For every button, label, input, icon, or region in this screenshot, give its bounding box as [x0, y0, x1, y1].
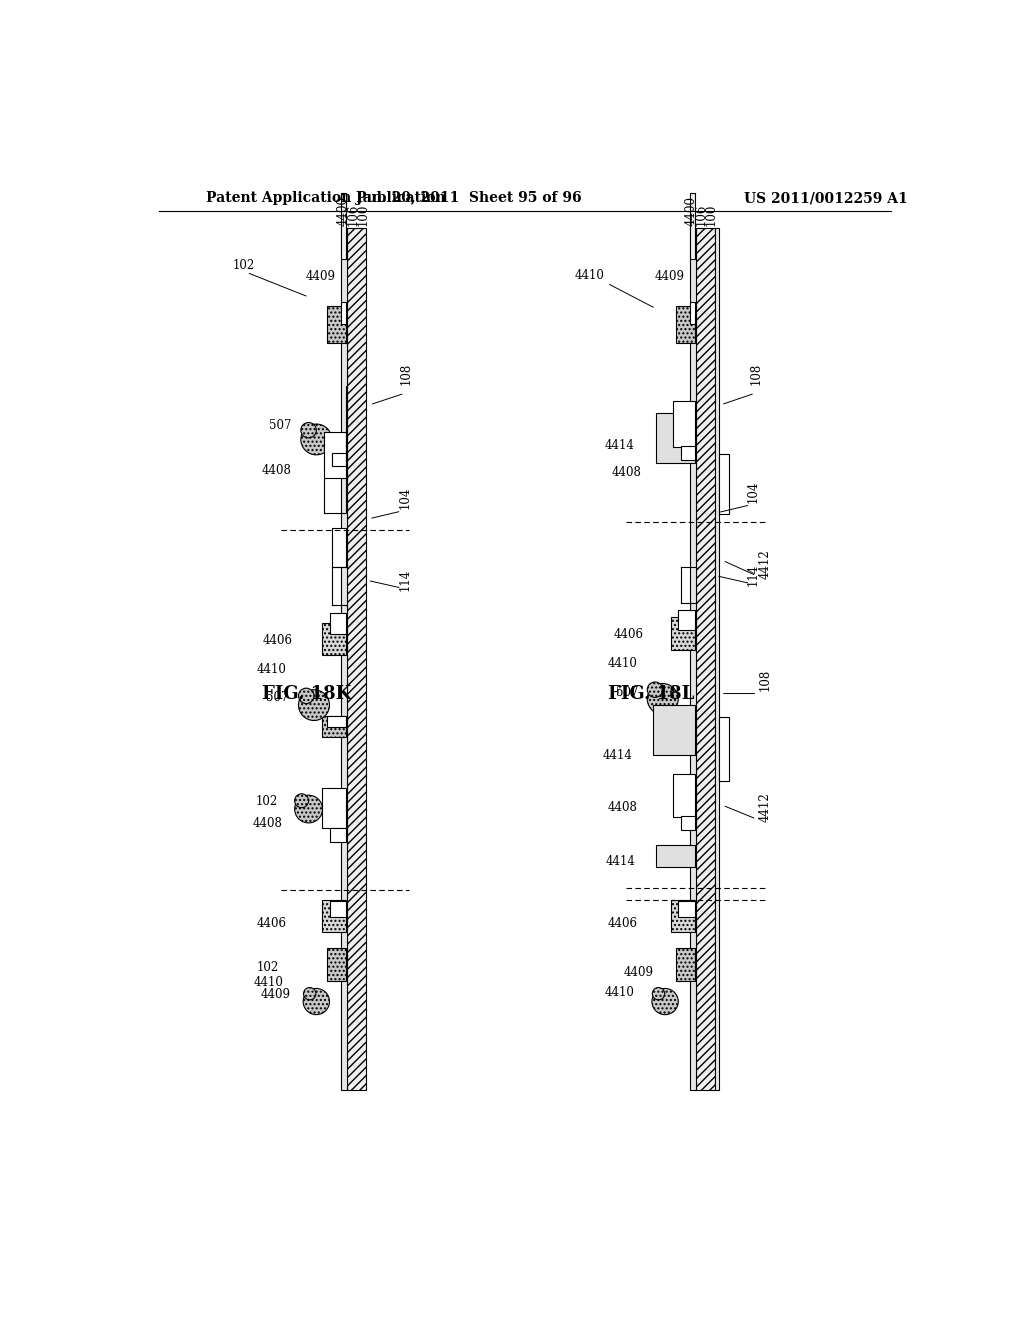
Bar — [690, 302, 694, 323]
Text: 4406: 4406 — [263, 634, 293, 647]
Bar — [655, 845, 694, 867]
Text: 507: 507 — [266, 692, 289, 705]
Bar — [330, 614, 346, 635]
Text: 102: 102 — [257, 961, 280, 974]
Text: 4408: 4408 — [612, 466, 642, 479]
Bar — [676, 949, 694, 981]
Text: 108: 108 — [399, 363, 413, 384]
Bar — [673, 401, 694, 447]
Bar — [676, 306, 694, 343]
Circle shape — [295, 793, 308, 808]
Text: 4406: 4406 — [607, 917, 637, 929]
Circle shape — [301, 424, 332, 455]
Text: 108: 108 — [750, 363, 763, 384]
Text: 4414: 4414 — [604, 440, 634, 453]
Text: 4410: 4410 — [257, 663, 287, 676]
Text: 106: 106 — [695, 203, 708, 226]
Text: 4414: 4414 — [603, 748, 633, 762]
Text: 106: 106 — [346, 203, 359, 226]
Bar — [328, 306, 346, 343]
Text: 114: 114 — [746, 564, 760, 586]
Bar — [690, 228, 696, 1090]
Bar — [681, 446, 694, 461]
Text: 4412: 4412 — [759, 792, 772, 822]
Bar — [719, 454, 729, 515]
Bar — [341, 302, 346, 323]
Text: 102: 102 — [255, 795, 278, 808]
Text: 4409: 4409 — [624, 966, 653, 979]
Text: 4410: 4410 — [254, 977, 284, 989]
Text: 4406: 4406 — [257, 917, 287, 929]
Bar — [671, 618, 694, 649]
Bar — [678, 610, 694, 630]
Text: 114: 114 — [398, 569, 412, 591]
Bar — [341, 193, 346, 259]
Circle shape — [647, 682, 663, 697]
Bar — [330, 902, 346, 917]
Text: 108: 108 — [759, 669, 772, 692]
Bar — [328, 949, 346, 981]
Text: Patent Application Publication: Patent Application Publication — [206, 191, 445, 206]
Bar — [653, 705, 694, 755]
Text: 4409: 4409 — [654, 271, 684, 282]
Text: 4409: 4409 — [261, 987, 291, 1001]
Text: 4400: 4400 — [685, 197, 698, 226]
Text: US 2011/0012259 A1: US 2011/0012259 A1 — [743, 191, 907, 206]
Text: 4414: 4414 — [606, 855, 636, 869]
Bar — [322, 788, 346, 829]
Text: 4400: 4400 — [336, 197, 349, 226]
Bar — [328, 715, 346, 726]
Text: 104: 104 — [398, 487, 412, 510]
Text: 100: 100 — [706, 203, 718, 226]
Bar — [332, 528, 346, 566]
Circle shape — [303, 989, 330, 1015]
Text: 4408: 4408 — [252, 817, 283, 830]
Circle shape — [299, 688, 314, 704]
Circle shape — [652, 987, 665, 999]
Text: 4406: 4406 — [613, 628, 643, 642]
Circle shape — [652, 989, 678, 1015]
Text: 4412: 4412 — [759, 549, 772, 578]
Text: Jan. 20, 2011  Sheet 95 of 96: Jan. 20, 2011 Sheet 95 of 96 — [356, 191, 582, 206]
Bar — [322, 715, 346, 738]
Circle shape — [647, 684, 678, 714]
Bar — [322, 623, 346, 655]
Bar — [330, 829, 346, 842]
Text: 4408: 4408 — [262, 465, 292, 477]
Circle shape — [299, 690, 330, 721]
Text: 507: 507 — [616, 686, 639, 698]
Bar — [671, 713, 694, 734]
Circle shape — [301, 422, 316, 438]
Bar — [681, 816, 694, 830]
Bar — [347, 228, 366, 1090]
Bar — [719, 718, 729, 780]
Text: 4410: 4410 — [604, 986, 634, 999]
Bar — [715, 228, 719, 1090]
Text: FIG. 18L: FIG. 18L — [608, 685, 695, 702]
Bar — [696, 228, 715, 1090]
Bar — [673, 775, 694, 817]
Text: FIG. 18K: FIG. 18K — [262, 685, 351, 702]
Bar — [655, 413, 694, 462]
Bar — [671, 900, 694, 932]
Text: 4410: 4410 — [607, 656, 637, 669]
Bar — [324, 432, 346, 478]
Text: 507: 507 — [269, 420, 292, 433]
Bar — [332, 453, 346, 466]
Text: 104: 104 — [746, 480, 760, 503]
Text: 4410: 4410 — [574, 269, 604, 282]
Text: 4409: 4409 — [306, 271, 336, 282]
Circle shape — [295, 795, 323, 822]
Bar — [676, 713, 694, 723]
Bar — [341, 228, 347, 1090]
Bar — [322, 900, 346, 932]
Text: 4408: 4408 — [607, 801, 637, 814]
Bar — [690, 193, 694, 259]
Text: 102: 102 — [233, 259, 255, 272]
Circle shape — [303, 987, 316, 999]
Text: 100: 100 — [356, 203, 370, 226]
Bar — [678, 902, 694, 917]
